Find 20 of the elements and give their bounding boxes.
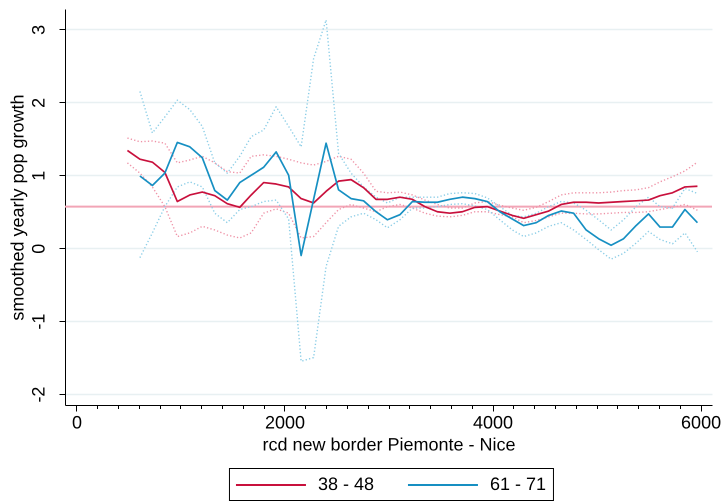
line-series — [126, 137, 698, 211]
x-tick-label: 2000 — [264, 412, 306, 432]
line-series — [126, 150, 698, 220]
y-tick-label: -2 — [28, 386, 48, 403]
legend-label: 61 - 71 — [490, 474, 546, 494]
line-series — [126, 162, 698, 239]
y-tick-label: 1 — [28, 170, 48, 181]
line-series — [139, 181, 698, 362]
x-tick-label: 6000 — [681, 412, 722, 432]
line-series — [139, 19, 698, 231]
x-tick-label: 0 — [72, 412, 82, 432]
legend-label: 38 - 48 — [318, 474, 374, 494]
y-tick-label: 0 — [28, 244, 48, 254]
y-axis-title: smoothed yearly pop growth — [8, 94, 28, 321]
x-tick-label: 4000 — [472, 412, 514, 432]
y-tick-label: 2 — [28, 98, 48, 108]
y-tick-label: -1 — [28, 314, 48, 330]
x-axis-title: rcd new border Piemonte - Nice — [262, 434, 516, 454]
y-tick-label: 3 — [28, 24, 48, 35]
line-series — [139, 142, 698, 256]
